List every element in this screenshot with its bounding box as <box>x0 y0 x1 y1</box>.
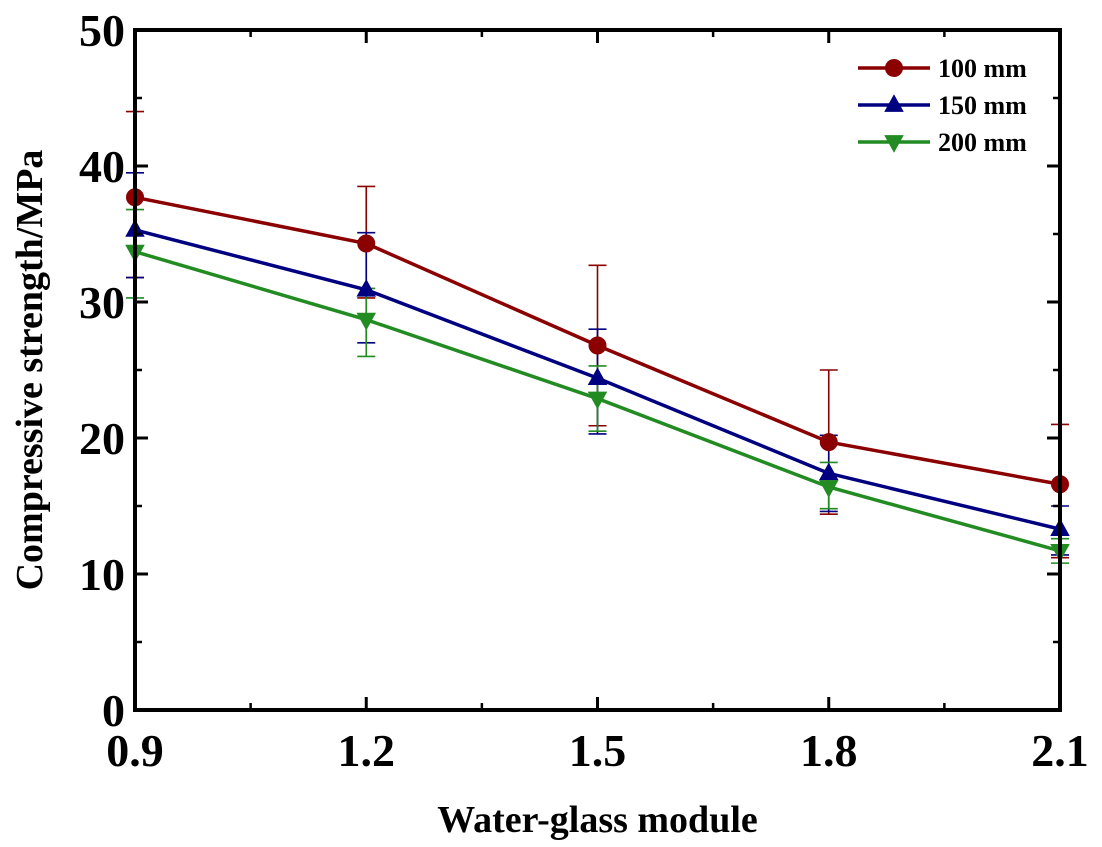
legend-marker <box>884 94 904 112</box>
legend-marker <box>885 59 903 77</box>
x-tick-label: 1.2 <box>338 725 396 776</box>
data-point <box>587 391 608 410</box>
y-tick-label: 0 <box>102 685 125 736</box>
y-tick-label: 10 <box>79 549 125 600</box>
y-tick-label: 50 <box>79 5 125 56</box>
legend-label: 150 mm <box>938 91 1027 120</box>
x-tick-label: 1.8 <box>800 725 858 776</box>
plot-area <box>125 110 1070 564</box>
x-tick-label: 0.9 <box>106 725 164 776</box>
data-point <box>588 336 607 355</box>
x-tick-label: 1.5 <box>569 725 627 776</box>
data-point <box>819 433 838 452</box>
legend-label: 100 mm <box>938 54 1027 83</box>
data-point <box>356 312 377 331</box>
data-point <box>818 462 839 481</box>
y-tick-label: 30 <box>79 277 125 328</box>
axes: 0 10 20 30 40 50 0.9 1.2 1.5 1.8 2.1 <box>79 5 1089 776</box>
x-tick-label: 2.1 <box>1031 725 1089 776</box>
legend: 100 mm 150 mm 200 mm <box>858 54 1027 157</box>
y-tick-label: 40 <box>79 141 125 192</box>
data-point <box>356 278 377 297</box>
y-tick-label: 20 <box>79 413 125 464</box>
legend-label: 200 mm <box>938 128 1027 157</box>
legend-marker <box>884 135 904 153</box>
data-point <box>818 480 839 498</box>
data-point <box>587 367 608 386</box>
data-point <box>357 234 376 253</box>
y-axis-title: Compressive strength/MPa <box>9 150 51 591</box>
x-axis-title: Water-glass module <box>437 799 758 841</box>
